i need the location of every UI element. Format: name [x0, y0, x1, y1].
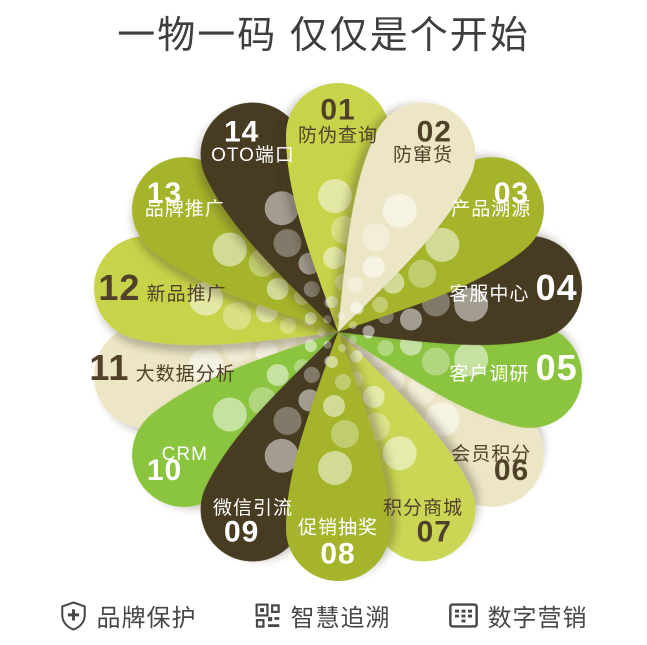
- petal-10-label: CRM: [162, 444, 208, 465]
- bubble: [400, 308, 422, 331]
- bubble: [348, 335, 357, 344]
- bubble: [338, 344, 346, 352]
- bubble: [349, 321, 357, 330]
- bubble: [273, 406, 302, 435]
- bubble: [335, 374, 351, 390]
- petal-05: [337, 319, 583, 428]
- bubble: [323, 340, 332, 349]
- bubble: [326, 356, 338, 368]
- keypad-icon: [448, 603, 478, 628]
- bubble: [361, 223, 390, 252]
- legend-bar: 品牌保护 智慧追溯: [0, 598, 647, 633]
- bubble: [323, 395, 345, 417]
- bubble: [317, 328, 326, 337]
- petal-10-number: 10: [147, 454, 182, 487]
- petal-07-number: 07: [417, 516, 452, 549]
- shield-plus-icon: [60, 600, 87, 631]
- petal-03-number: 03: [494, 177, 529, 210]
- bubble: [331, 420, 359, 448]
- petal-05-label: 客户调研: [449, 363, 529, 385]
- petal-09-number: 09: [224, 516, 259, 549]
- bubble: [421, 347, 450, 376]
- bubble: [454, 342, 489, 377]
- petal-01-number: 01: [320, 94, 355, 127]
- bubble: [212, 232, 247, 267]
- petal-13-label: 品牌推广: [145, 198, 225, 220]
- bubble: [266, 364, 289, 386]
- bubble: [318, 451, 352, 485]
- bubble: [323, 247, 345, 269]
- petal-04-number: 04: [536, 267, 578, 308]
- petal-12-number: 12: [98, 267, 140, 308]
- petal-12-label: 新品推广: [147, 283, 227, 305]
- legend-item-digital-marketing: 数字营销: [448, 598, 588, 633]
- petal-11-number: 11: [89, 347, 129, 388]
- bubble: [362, 325, 375, 338]
- petal-05-text: 客户调研 05: [449, 347, 577, 388]
- bubble: [425, 402, 460, 437]
- legend-item-smart-trace: 智慧追溯: [255, 598, 391, 633]
- petal-05-number: 05: [536, 347, 578, 388]
- bubble: [326, 296, 338, 308]
- page-title: 一物一码 仅仅是个开始: [117, 15, 530, 57]
- bubble: [223, 302, 251, 331]
- bubble: [377, 340, 394, 356]
- legend-label: 数字营销: [487, 605, 588, 632]
- petal-11-label: 大数据分析: [136, 363, 236, 385]
- petal-11-text: 11 大数据分析: [89, 347, 235, 388]
- bubble: [454, 287, 489, 322]
- bubble: [273, 229, 302, 258]
- petal-07-label: 积分商城: [383, 497, 463, 519]
- bubble: [350, 350, 363, 363]
- legend-label: 智慧追溯: [290, 605, 391, 632]
- petal-14-label: OTO端口: [211, 144, 295, 166]
- bubble: [303, 366, 320, 383]
- bubble: [189, 281, 224, 316]
- bubble: [303, 281, 320, 298]
- petal-04: [337, 236, 583, 345]
- petal-13-number: 13: [147, 177, 182, 210]
- legend-label: 品牌保护: [96, 605, 197, 632]
- qr-code-icon: [255, 603, 281, 629]
- bubble: [280, 317, 297, 334]
- bubble: [347, 276, 364, 293]
- petal-06-label: 会员积分: [451, 443, 531, 465]
- petal-04-text: 客服中心 04: [449, 267, 577, 308]
- bubble: [425, 227, 460, 262]
- bubble: [337, 311, 346, 320]
- bubble: [362, 256, 385, 279]
- bubble: [304, 340, 317, 352]
- petal-04-label: 客服中心: [449, 283, 529, 305]
- petal-02-number: 02: [417, 116, 452, 149]
- petal-06-number: 06: [494, 454, 529, 487]
- bubble: [318, 179, 352, 213]
- bubble: [189, 348, 224, 383]
- legend-item-brand-protection: 品牌保护: [60, 598, 197, 633]
- petal-03-label: 产品溯源: [451, 198, 531, 220]
- bubble: [264, 191, 299, 226]
- bubble: [382, 436, 417, 471]
- petal-12-text: 12 新品推广: [98, 267, 226, 308]
- bubble: [372, 296, 389, 313]
- bubble: [304, 312, 317, 324]
- bubble: [323, 315, 332, 324]
- bubble: [266, 278, 289, 300]
- bubble: [350, 301, 363, 314]
- bubble: [212, 397, 247, 432]
- petal-14-number: 14: [224, 116, 259, 149]
- petal-02-label: 防窜货: [393, 144, 453, 166]
- bubble: [408, 259, 437, 288]
- bubble: [264, 438, 299, 473]
- petal-08-number: 08: [320, 538, 355, 571]
- petal-01-label: 防伪查询: [298, 125, 378, 147]
- petal-09-label: 微信引流: [213, 497, 293, 519]
- bubble: [362, 385, 385, 408]
- petal-08-label: 促销抽奖: [298, 517, 378, 539]
- bubble: [382, 193, 417, 228]
